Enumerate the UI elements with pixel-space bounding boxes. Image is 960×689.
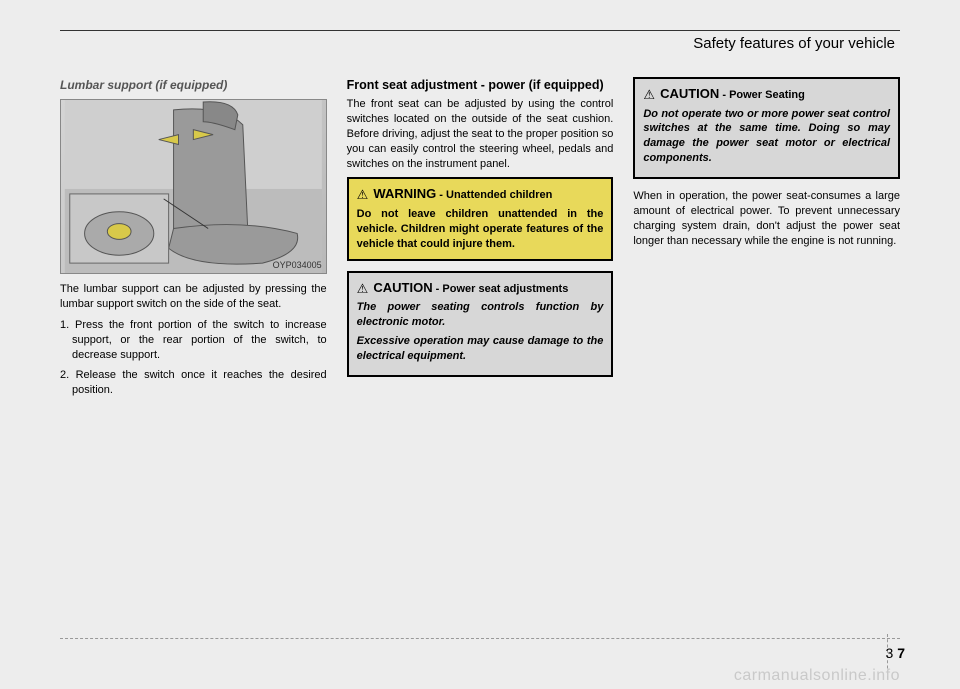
caution2-subtitle: - Power Seating	[722, 89, 805, 101]
caution1-title: CAUTION	[373, 280, 432, 295]
col1-li1: 1. Press the front portion of the switch…	[60, 318, 327, 363]
col1-heading: Lumbar support (if equipped)	[60, 77, 327, 93]
caution-box-adjustments: ⚠ CAUTION - Power seat adjustments The p…	[347, 271, 614, 377]
col3-p1: When in operation, the power seat-consum…	[633, 189, 900, 248]
chapter-number: 3	[886, 645, 894, 661]
page-number-value: 7	[897, 645, 905, 661]
dashed-line-bottom	[60, 638, 900, 639]
column-3: ⚠ CAUTION - Power Seating Do not operate…	[633, 77, 900, 404]
warning-text: Do not leave children unattended in the …	[357, 207, 604, 252]
caution-icon: ⚠	[643, 87, 655, 102]
col2-heading: Front seat adjustment - power (if equipp…	[347, 77, 614, 93]
warning-icon: ⚠	[357, 187, 369, 202]
columns: Lumbar support (if equipped)	[60, 77, 900, 404]
warning-header: ⚠ WARNING - Unattended children	[357, 186, 604, 203]
header-rule	[60, 30, 900, 31]
caution-icon: ⚠	[357, 281, 369, 296]
column-2: Front seat adjustment - power (if equipp…	[347, 77, 614, 404]
caution1-header: ⚠ CAUTION - Power seat adjustments	[357, 280, 604, 297]
lumbar-seat-figure: OYP034005	[60, 99, 327, 274]
watermark: carmanualsonline.info	[734, 667, 900, 685]
caution2-text: Do not operate two or more power seat co…	[643, 107, 890, 166]
col1-li2: 2. Release the switch once it reaches th…	[60, 368, 327, 398]
caution1-t1: The power seating controls function by e…	[357, 300, 604, 330]
column-1: Lumbar support (if equipped)	[60, 77, 327, 404]
warning-title: WARNING	[373, 186, 436, 201]
col1-p1: The lumbar support can be adjusted by pr…	[60, 282, 327, 312]
caution2-header: ⚠ CAUTION - Power Seating	[643, 86, 890, 103]
warning-subtitle: - Unattended children	[439, 189, 552, 201]
caution1-t2: Excessive operation may cause damage to …	[357, 334, 604, 364]
page-number: 3 7	[886, 645, 905, 661]
page-content: Safety features of your vehicle Lumbar s…	[60, 30, 900, 630]
section-title: Safety features of your vehicle	[60, 35, 900, 52]
seat-illustration	[61, 100, 326, 273]
caution2-title: CAUTION	[660, 86, 719, 101]
image-code: OYP034005	[273, 259, 322, 271]
col2-p1: The front seat can be adjusted by using …	[347, 97, 614, 171]
warning-box-unattended: ⚠ WARNING - Unattended children Do not l…	[347, 177, 614, 260]
caution-box-power-seating: ⚠ CAUTION - Power Seating Do not operate…	[633, 77, 900, 179]
caution1-subtitle: - Power seat adjustments	[436, 283, 569, 295]
